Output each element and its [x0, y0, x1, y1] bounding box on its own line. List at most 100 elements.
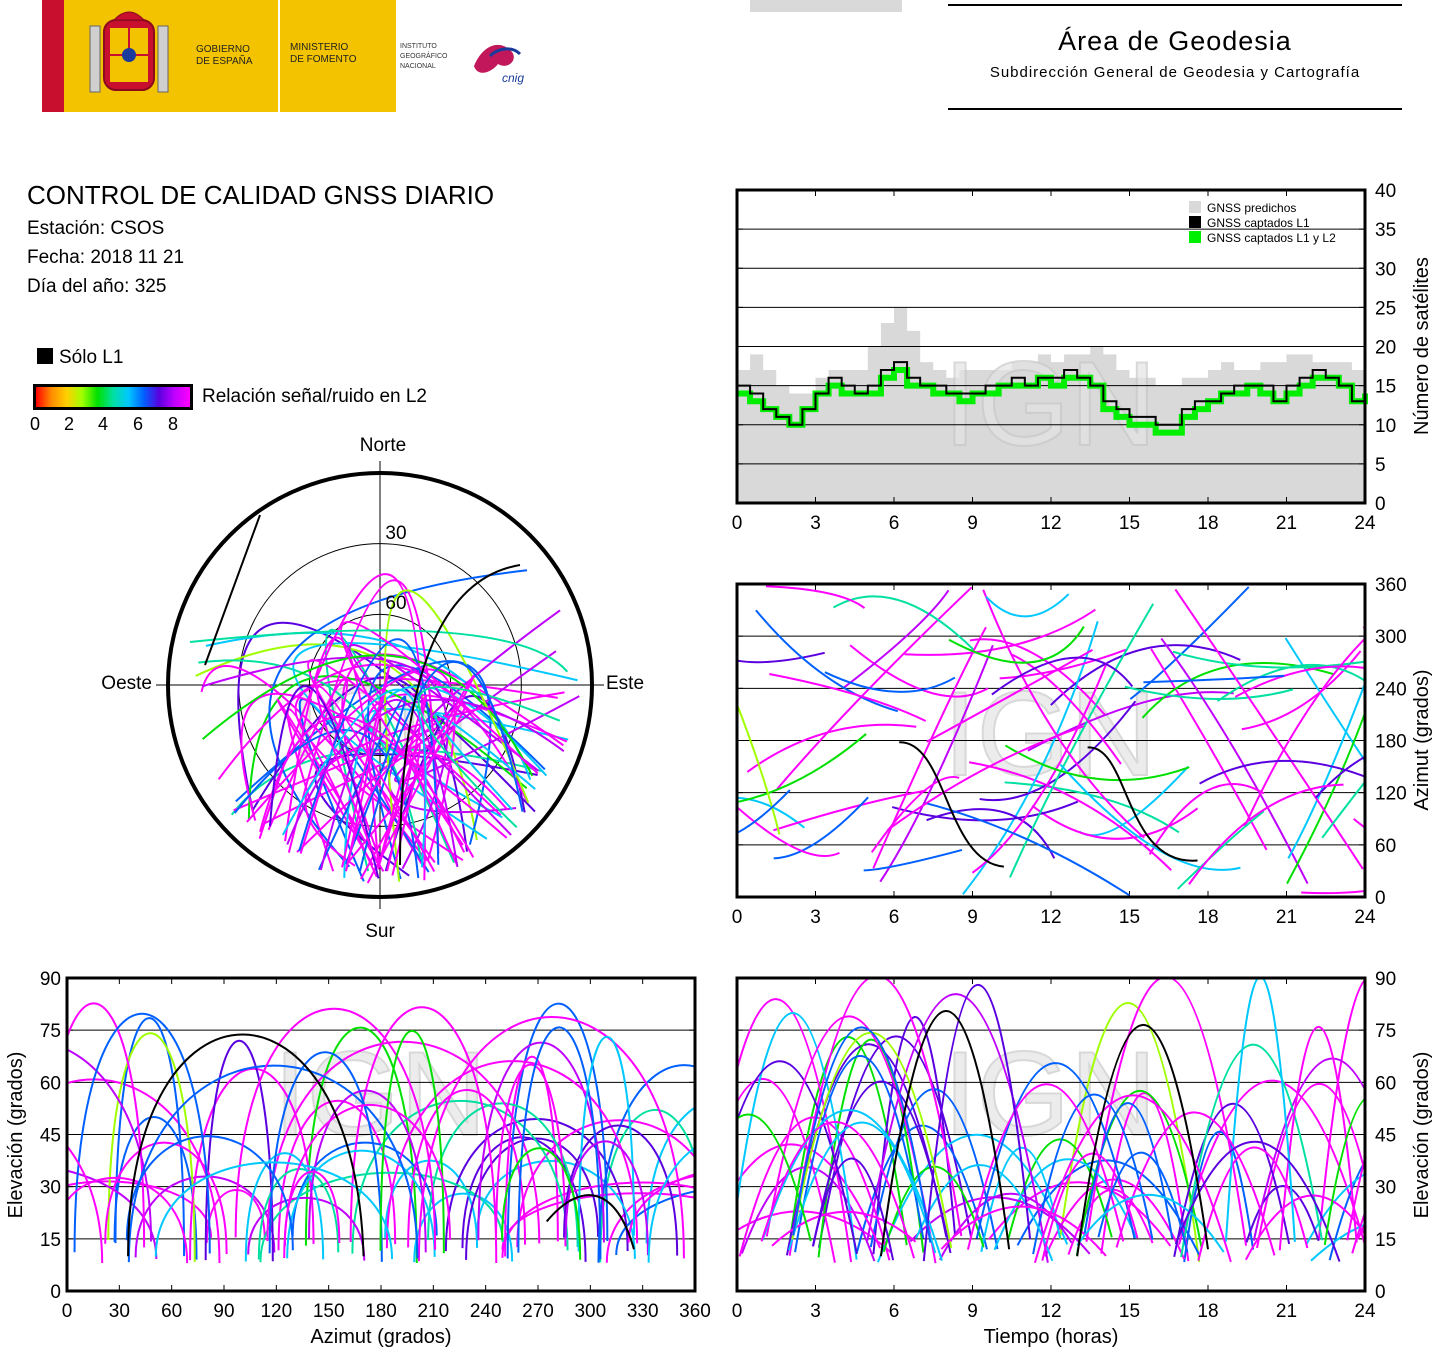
sky-track [377, 694, 427, 872]
elevation-track [737, 1060, 858, 1255]
x-tick-label: 24 [1354, 907, 1376, 928]
south-label: Sur [365, 921, 395, 942]
elevation-track [909, 1196, 1091, 1255]
y-tick-label: 15 [40, 1230, 61, 1251]
sky-track [433, 713, 536, 811]
azimuth-track [1004, 781, 1180, 834]
sky-tracks [189, 514, 580, 884]
x-tick-label: 3 [810, 1301, 821, 1322]
y-tick-label: 0 [1375, 888, 1386, 909]
azimuth-track [843, 589, 950, 689]
elevation-track [993, 1158, 1138, 1251]
azimuth-track [1177, 810, 1265, 890]
y-tick-label: 15 [1375, 1230, 1396, 1251]
plot-frame [735, 976, 1367, 1293]
sky-track [319, 699, 459, 871]
ign-watermark: IGN [943, 337, 1156, 471]
azimuth-track [1009, 603, 1155, 878]
x-tick-label: 30 [109, 1301, 130, 1322]
azimuth-track [1143, 674, 1285, 684]
y-tick-label: 60 [1375, 836, 1396, 857]
y-axis-label: Elevación (grados) [5, 1052, 27, 1219]
azimuth-track [765, 585, 866, 609]
y-tick-label: 90 [1375, 969, 1396, 990]
l1-only-track [1076, 1023, 1209, 1257]
x-axis-label: Tiempo (horas) [984, 1326, 1119, 1348]
elevation-track [771, 1210, 917, 1247]
predicted-area [737, 307, 1365, 503]
bottom-rule [948, 108, 1402, 110]
l1-only-track [1087, 746, 1198, 862]
azimuth-track [737, 701, 781, 835]
elevation-track [104, 1141, 228, 1254]
azimuth-track [1243, 637, 1365, 827]
elevation-track [1178, 1079, 1365, 1249]
elevation-track [647, 1146, 695, 1263]
elevation-track [966, 1083, 1125, 1250]
azimuth-track [904, 608, 1096, 656]
azimuth-track [1160, 637, 1309, 885]
azimuth-track [832, 595, 975, 651]
elevation-track [1097, 1151, 1189, 1253]
legend-label: GNSS captados L1 y L2 [1207, 231, 1336, 245]
elevation-track [1323, 1097, 1365, 1246]
azimuth-track [1314, 755, 1365, 799]
azimuth-track [1286, 710, 1365, 885]
elevation-track [1044, 1178, 1186, 1260]
x-tick-label: 18 [1197, 1301, 1218, 1322]
sky-track [195, 643, 478, 841]
sky-track [316, 685, 436, 873]
azimuth-track [1148, 783, 1265, 855]
y-tick-label: 60 [1375, 1073, 1396, 1094]
plot-frame [735, 188, 1367, 505]
azimuth-track [1287, 680, 1365, 859]
elevation-track [244, 1152, 325, 1262]
azimuth-track [1188, 783, 1344, 885]
y-tick-label: 0 [50, 1282, 61, 1303]
x-tick-label: 360 [679, 1301, 711, 1322]
x-tick-label: 270 [522, 1301, 554, 1322]
azimuth-tracks [737, 585, 1365, 897]
azimuth-track [1004, 744, 1190, 782]
elevation-track [189, 1067, 315, 1261]
x-tick-label: 6 [889, 513, 900, 534]
elevation-track [127, 1064, 419, 1263]
snr-tick: 6 [133, 414, 144, 434]
elevation-track [266, 1040, 541, 1244]
l1-only-track [204, 514, 261, 666]
x-tick-label: 15 [1119, 513, 1140, 534]
sky-track [286, 698, 565, 845]
elevation-track [1245, 1184, 1320, 1243]
elevation-track [1224, 978, 1296, 1242]
y-tick-label: 75 [40, 1021, 61, 1042]
sky-track [284, 636, 380, 870]
elevation-track [73, 1012, 211, 1254]
azimuth-track [737, 651, 825, 664]
station-label: Estación: CSOS [27, 218, 165, 239]
top-rule [948, 4, 1402, 6]
azimuth-track [969, 761, 1172, 871]
x-tick-label: 150 [313, 1301, 345, 1322]
snr-colorbar-label: Relación señal/ruido en L2 [202, 386, 427, 407]
elevation-track [351, 1100, 569, 1254]
elevation-track [517, 1026, 602, 1260]
sky-track [384, 694, 526, 872]
elevation-track [283, 1170, 341, 1247]
azimuth-track [755, 609, 899, 713]
elevation-track [645, 1106, 695, 1244]
elevation-track [477, 1041, 605, 1243]
y-tick-label: 120 [1375, 784, 1407, 805]
y-axis-label: Elevación (grados) [1411, 1052, 1433, 1219]
azimuth-track [1321, 780, 1365, 839]
area-title: Área de Geodesia [1058, 26, 1292, 56]
elevation-track [869, 1088, 999, 1250]
y-tick-label: 25 [1375, 298, 1396, 319]
snr-tick: 0 [30, 414, 41, 434]
ign-watermark: IGN [943, 1027, 1156, 1161]
elevation-track [980, 1146, 1062, 1253]
elevation-track [577, 1036, 636, 1252]
l1-only-swatch [37, 348, 53, 364]
azimuth-track [879, 644, 994, 883]
x-tick-label: 330 [627, 1301, 659, 1322]
